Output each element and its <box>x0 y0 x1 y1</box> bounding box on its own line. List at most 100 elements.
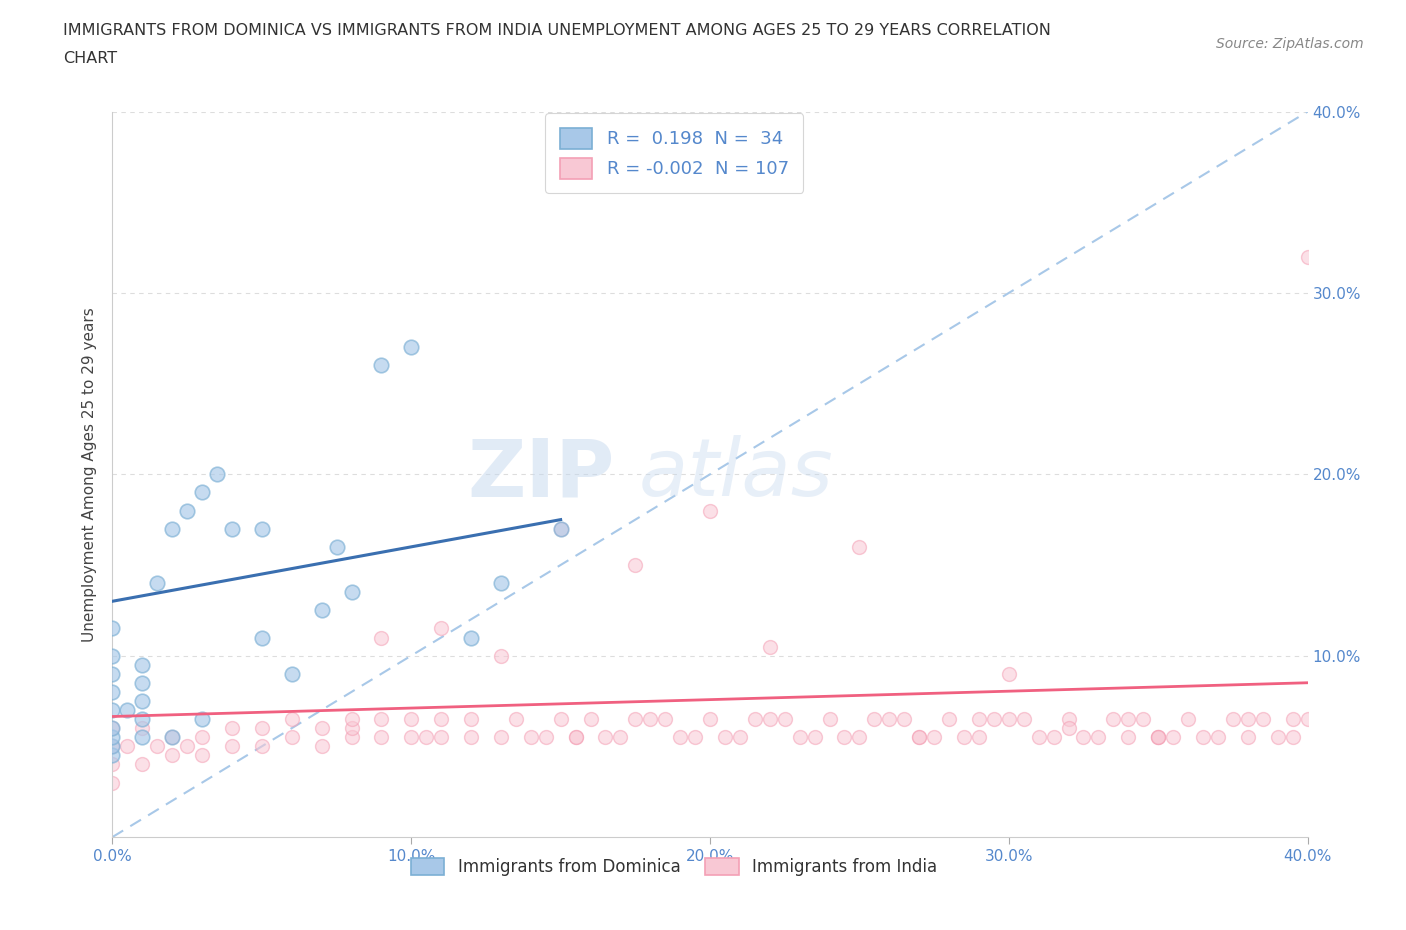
Point <box>1161 730 1184 745</box>
Point <box>146 576 169 591</box>
Point <box>131 694 153 709</box>
Point <box>908 730 931 745</box>
Point <box>101 721 124 736</box>
Point <box>564 730 586 745</box>
Point <box>131 675 153 690</box>
Point <box>624 711 647 726</box>
Point <box>983 711 1005 726</box>
Point <box>967 730 990 745</box>
Point <box>430 730 453 745</box>
Point <box>162 521 183 536</box>
Point <box>1132 711 1154 726</box>
Point <box>117 738 139 753</box>
Point <box>640 711 662 726</box>
Point <box>998 711 1021 726</box>
Point <box>101 684 124 699</box>
Point <box>1296 249 1319 264</box>
Point <box>162 748 183 763</box>
Point <box>669 730 692 745</box>
Point <box>1296 711 1319 726</box>
Point <box>281 711 304 726</box>
Point <box>938 711 960 726</box>
Point <box>1237 730 1260 745</box>
Point <box>221 521 243 536</box>
Text: ZIP: ZIP <box>467 435 614 513</box>
Point <box>250 521 273 536</box>
Point <box>848 539 870 554</box>
Point <box>1267 730 1289 745</box>
Point <box>683 730 706 745</box>
Point <box>1281 730 1303 745</box>
Point <box>728 730 751 745</box>
Point <box>460 730 482 745</box>
Point <box>430 711 453 726</box>
Point <box>221 738 243 753</box>
Point <box>101 738 124 753</box>
Point <box>325 539 347 554</box>
Point <box>550 521 572 536</box>
Point <box>1192 730 1215 745</box>
Point <box>191 711 214 726</box>
Point <box>370 730 392 745</box>
Point <box>1281 711 1303 726</box>
Point <box>401 730 423 745</box>
Point <box>460 631 482 645</box>
Text: CHART: CHART <box>63 51 117 66</box>
Point <box>489 730 512 745</box>
Point <box>131 658 153 672</box>
Point <box>803 730 825 745</box>
Point <box>1073 730 1095 745</box>
Point <box>131 711 153 726</box>
Point <box>759 639 782 654</box>
Point <box>1087 730 1109 745</box>
Point <box>789 730 811 745</box>
Point <box>250 738 273 753</box>
Point <box>744 711 766 726</box>
Point <box>162 730 183 745</box>
Point <box>1118 711 1140 726</box>
Point <box>834 730 856 745</box>
Point <box>759 711 782 726</box>
Point <box>101 748 124 763</box>
Point <box>998 667 1021 682</box>
Point <box>1028 730 1050 745</box>
Point <box>818 711 841 726</box>
Point <box>863 711 886 726</box>
Point <box>1251 711 1274 726</box>
Point <box>1012 711 1035 726</box>
Point <box>922 730 945 745</box>
Point <box>520 730 543 745</box>
Point <box>534 730 557 745</box>
Point <box>879 711 901 726</box>
Point <box>101 648 124 663</box>
Point <box>191 485 214 500</box>
Point <box>654 711 676 726</box>
Point <box>117 703 139 718</box>
Point <box>624 558 647 573</box>
Point <box>101 667 124 682</box>
Point <box>311 721 333 736</box>
Point <box>1147 730 1170 745</box>
Text: IMMIGRANTS FROM DOMINICA VS IMMIGRANTS FROM INDIA UNEMPLOYMENT AMONG AGES 25 TO : IMMIGRANTS FROM DOMINICA VS IMMIGRANTS F… <box>63 23 1052 38</box>
Point <box>1222 711 1244 726</box>
Point <box>1237 711 1260 726</box>
Point <box>848 730 870 745</box>
Point <box>101 730 124 745</box>
Point <box>1102 711 1125 726</box>
Point <box>564 730 586 745</box>
Point <box>1206 730 1229 745</box>
Point <box>101 621 124 636</box>
Point <box>505 711 527 726</box>
Point <box>1177 711 1199 726</box>
Point <box>460 711 482 726</box>
Point <box>176 503 198 518</box>
Point <box>370 631 392 645</box>
Point <box>714 730 737 745</box>
Text: atlas: atlas <box>638 435 834 513</box>
Point <box>401 711 423 726</box>
Point <box>370 358 392 373</box>
Point <box>131 757 153 772</box>
Point <box>773 711 796 726</box>
Point <box>1118 730 1140 745</box>
Point <box>250 721 273 736</box>
